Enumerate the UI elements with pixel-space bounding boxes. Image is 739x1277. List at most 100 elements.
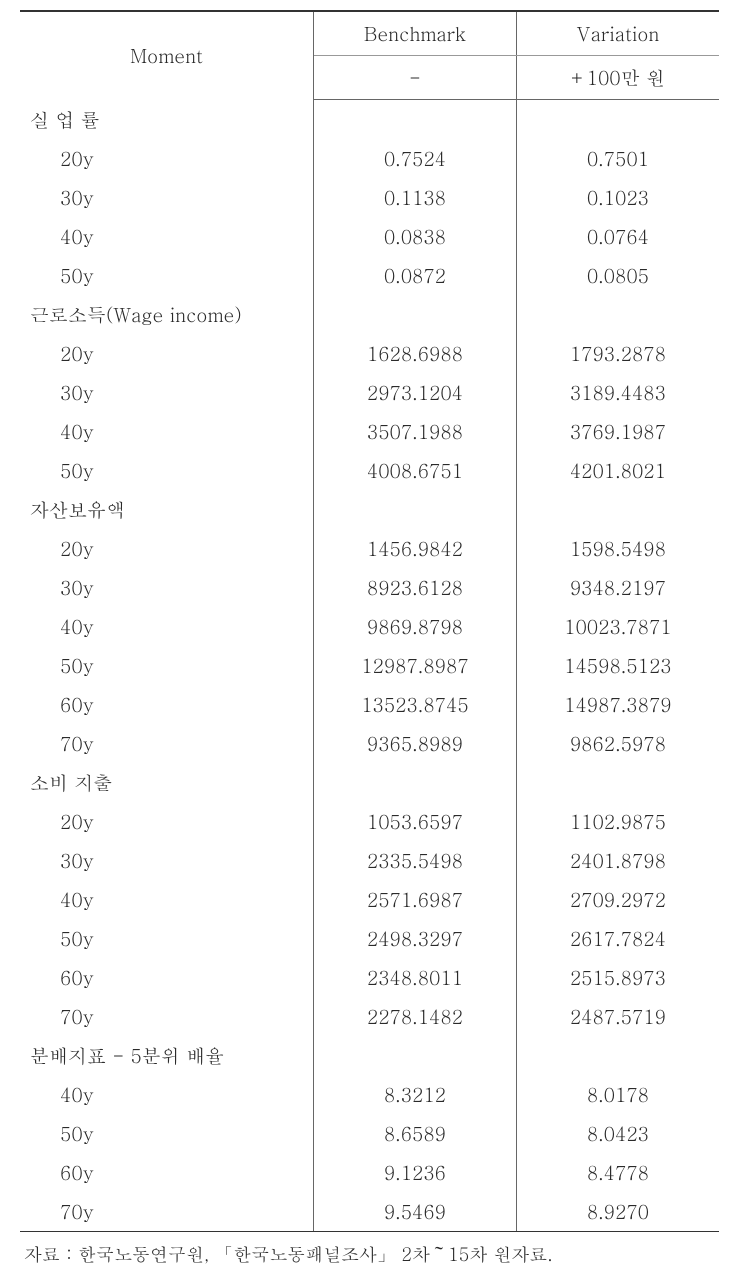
cell-benchmark: 8.3212 [314,1075,517,1114]
cell-variation: 9862.5978 [516,724,719,763]
cell-age: 40y [20,607,314,646]
table-row: 60y13523.874514987.3879 [20,685,719,724]
cell-age: 70y [20,997,314,1036]
table-group-row: 자산보유액 [20,490,719,529]
table-row: 20y0.75240.7501 [20,139,719,178]
cell-age: 40y [20,880,314,919]
cell-variation: 0.7501 [516,139,719,178]
cell-variation [516,490,719,529]
source-note: 자료 : 한국노동연구원, 「한국노동패널조사」 2차～15차 원자료. [20,1232,719,1267]
data-table: Moment Benchmark Variation - +100만 원 실 업… [20,10,719,1232]
cell-benchmark: 9365.8989 [314,724,517,763]
table-row: 40y8.32128.0178 [20,1075,719,1114]
table-row: 50y12987.898714598.5123 [20,646,719,685]
group-label: 실 업 률 [20,100,314,139]
cell-variation: 14598.5123 [516,646,719,685]
cell-age: 60y [20,958,314,997]
cell-variation: 4201.8021 [516,451,719,490]
cell-age: 40y [20,1075,314,1114]
table-row: 30y0.11380.1023 [20,178,719,217]
cell-variation [516,295,719,334]
table-row: 70y9365.89899862.5978 [20,724,719,763]
cell-age: 30y [20,841,314,880]
cell-variation [516,1036,719,1075]
cell-age: 70y [20,1192,314,1232]
cell-variation: 8.9270 [516,1192,719,1232]
cell-benchmark: 13523.8745 [314,685,517,724]
cell-age: 30y [20,178,314,217]
table-row: 40y3507.19883769.1987 [20,412,719,451]
cell-age: 60y [20,685,314,724]
table-row: 70y9.54698.9270 [20,1192,719,1232]
cell-benchmark: 12987.8987 [314,646,517,685]
cell-benchmark: 2278.1482 [314,997,517,1036]
cell-benchmark: 8.6589 [314,1114,517,1153]
cell-variation [516,763,719,802]
cell-variation: 1598.5498 [516,529,719,568]
table-row: 40y2571.69872709.2972 [20,880,719,919]
table-row: 30y2973.12043189.4483 [20,373,719,412]
table-group-row: 분배지표 - 5분위 배율 [20,1036,719,1075]
cell-age: 20y [20,802,314,841]
cell-variation: 3769.1987 [516,412,719,451]
cell-benchmark: 3507.1988 [314,412,517,451]
group-label: 근로소득(Wage income) [20,295,314,334]
cell-age: 30y [20,568,314,607]
cell-benchmark: 1628.6988 [314,334,517,373]
cell-variation: 2515.8973 [516,958,719,997]
table-row: 30y8923.61289348.2197 [20,568,719,607]
cell-age: 20y [20,529,314,568]
header-variation: Variation [516,11,719,56]
cell-age: 40y [20,217,314,256]
cell-age: 20y [20,139,314,178]
table-row: 60y9.12368.4778 [20,1153,719,1192]
cell-benchmark: 9869.8798 [314,607,517,646]
cell-variation: 2401.8798 [516,841,719,880]
cell-age: 50y [20,919,314,958]
cell-variation: 0.0805 [516,256,719,295]
table-row: 50y4008.67514201.8021 [20,451,719,490]
cell-age: 20y [20,334,314,373]
cell-variation: 2487.5719 [516,997,719,1036]
table-group-row: 근로소득(Wage income) [20,295,719,334]
table-row: 20y1053.65971102.9875 [20,802,719,841]
cell-benchmark [314,763,517,802]
cell-variation: 14987.3879 [516,685,719,724]
cell-benchmark: 9.1236 [314,1153,517,1192]
cell-variation: 3189.4483 [516,373,719,412]
cell-age: 50y [20,646,314,685]
table-body: 실 업 률20y0.75240.750130y0.11380.102340y0.… [20,100,719,1232]
table-row: 40y9869.879810023.7871 [20,607,719,646]
cell-benchmark: 0.0872 [314,256,517,295]
cell-benchmark [314,1036,517,1075]
table-group-row: 소비 지출 [20,763,719,802]
cell-variation: 8.0178 [516,1075,719,1114]
cell-variation [516,100,719,139]
cell-benchmark: 4008.6751 [314,451,517,490]
cell-benchmark: 2348.8011 [314,958,517,997]
cell-benchmark [314,490,517,529]
cell-age: 30y [20,373,314,412]
cell-age: 50y [20,1114,314,1153]
table-row: 50y8.65898.0423 [20,1114,719,1153]
cell-benchmark: 2973.1204 [314,373,517,412]
header-variation-sub: +100만 원 [516,56,719,100]
header-moment: Moment [20,11,314,100]
cell-benchmark: 1053.6597 [314,802,517,841]
cell-benchmark: 2571.6987 [314,880,517,919]
cell-benchmark: 9.5469 [314,1192,517,1232]
table-row: 30y2335.54982401.8798 [20,841,719,880]
cell-age: 40y [20,412,314,451]
cell-variation: 8.4778 [516,1153,719,1192]
cell-age: 70y [20,724,314,763]
table-group-row: 실 업 률 [20,100,719,139]
cell-benchmark [314,100,517,139]
table-row: 70y2278.14822487.5719 [20,997,719,1036]
table-row: 50y2498.32972617.7824 [20,919,719,958]
cell-benchmark: 8923.6128 [314,568,517,607]
table-row: 50y0.08720.0805 [20,256,719,295]
group-label: 분배지표 - 5분위 배율 [20,1036,314,1075]
cell-variation: 1793.2878 [516,334,719,373]
cell-benchmark [314,295,517,334]
table-row: 20y1628.69881793.2878 [20,334,719,373]
